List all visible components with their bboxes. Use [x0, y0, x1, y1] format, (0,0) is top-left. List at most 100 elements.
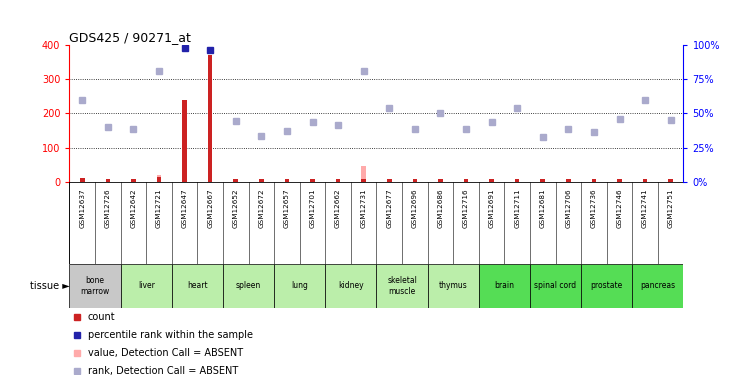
Text: heart: heart [187, 281, 208, 290]
Text: GSM12642: GSM12642 [130, 189, 137, 228]
Text: percentile rank within the sample: percentile rank within the sample [88, 330, 253, 340]
Text: skeletal
muscle: skeletal muscle [387, 276, 417, 296]
Bar [566, 179, 571, 182]
Bar [617, 179, 622, 182]
Bar [412, 179, 417, 182]
Bar [259, 179, 264, 182]
Bar [310, 179, 315, 182]
Bar [80, 178, 85, 182]
Text: prostate: prostate [591, 281, 623, 290]
Bar [438, 179, 443, 182]
Text: GSM12751: GSM12751 [667, 189, 674, 228]
Bar [361, 179, 366, 182]
Text: GSM12701: GSM12701 [309, 189, 316, 228]
Text: thymus: thymus [439, 281, 468, 290]
Text: GSM12711: GSM12711 [514, 189, 520, 228]
Bar [591, 179, 596, 182]
Text: spinal cord: spinal cord [534, 281, 577, 290]
Bar [581, 264, 632, 308]
Bar [325, 264, 376, 308]
Bar [80, 178, 85, 182]
Text: value, Detection Call = ABSENT: value, Detection Call = ABSENT [88, 348, 243, 358]
Bar [69, 264, 121, 308]
Bar [566, 179, 571, 182]
Bar [105, 179, 110, 182]
Bar [387, 179, 392, 182]
Bar [428, 264, 479, 308]
Text: count: count [88, 312, 115, 322]
Text: pancreas: pancreas [640, 281, 675, 290]
Bar [387, 179, 392, 182]
Bar [591, 179, 596, 182]
Text: GSM12681: GSM12681 [539, 189, 546, 228]
Text: GSM12652: GSM12652 [232, 189, 239, 228]
Bar [668, 179, 673, 182]
Bar [208, 55, 213, 182]
Bar [156, 175, 162, 182]
Bar [479, 264, 530, 308]
Text: kidney: kidney [338, 281, 364, 290]
Text: GSM12662: GSM12662 [335, 189, 341, 228]
Bar [643, 179, 648, 182]
Text: GSM12731: GSM12731 [360, 189, 367, 228]
Bar [156, 177, 162, 182]
Text: GSM12716: GSM12716 [463, 189, 469, 228]
Text: GSM12726: GSM12726 [105, 189, 111, 228]
Bar [643, 179, 648, 182]
Bar [131, 179, 136, 182]
Text: GSM12741: GSM12741 [642, 189, 648, 228]
Bar [182, 100, 187, 182]
Bar [489, 179, 494, 182]
Text: GSM12706: GSM12706 [565, 189, 572, 228]
Text: GSM12637: GSM12637 [79, 189, 86, 228]
Bar [336, 179, 341, 182]
Bar [310, 179, 315, 182]
Text: bone
marrow: bone marrow [80, 276, 110, 296]
Bar [284, 179, 289, 182]
Text: GSM12647: GSM12647 [181, 189, 188, 228]
Text: tissue ►: tissue ► [30, 281, 69, 291]
Bar [172, 264, 223, 308]
Text: GDS425 / 90271_at: GDS425 / 90271_at [69, 31, 192, 44]
Bar [274, 264, 325, 308]
Bar [233, 179, 238, 182]
Bar [463, 179, 469, 182]
Bar [105, 179, 110, 182]
Bar [540, 179, 545, 182]
Bar [412, 179, 417, 182]
Bar [515, 179, 520, 182]
Text: GSM12696: GSM12696 [412, 189, 418, 228]
Bar [632, 264, 683, 308]
Bar [515, 179, 520, 182]
Text: GSM12691: GSM12691 [488, 189, 495, 228]
Text: lung: lung [291, 281, 308, 290]
Bar [259, 179, 264, 182]
Bar [530, 264, 581, 308]
Bar [233, 179, 238, 182]
Text: GSM12657: GSM12657 [284, 189, 290, 228]
Bar [376, 264, 428, 308]
Text: brain: brain [494, 281, 515, 290]
Text: rank, Detection Call = ABSENT: rank, Detection Call = ABSENT [88, 366, 238, 375]
Bar [284, 179, 289, 182]
Bar [121, 264, 172, 308]
Bar [438, 179, 443, 182]
Bar [540, 179, 545, 182]
Text: GSM12686: GSM12686 [437, 189, 444, 228]
Text: GSM12672: GSM12672 [258, 189, 265, 228]
Text: GSM12746: GSM12746 [616, 189, 623, 228]
Bar [336, 179, 341, 182]
Text: GSM12736: GSM12736 [591, 189, 597, 228]
Bar [223, 264, 274, 308]
Text: GSM12677: GSM12677 [386, 189, 393, 228]
Text: spleen: spleen [236, 281, 261, 290]
Text: GSM12667: GSM12667 [207, 189, 213, 228]
Bar [668, 179, 673, 182]
Bar [617, 179, 622, 182]
Bar [463, 179, 469, 182]
Bar [361, 166, 366, 182]
Text: liver: liver [137, 281, 155, 290]
Bar [489, 179, 494, 182]
Text: GSM12721: GSM12721 [156, 189, 162, 228]
Bar [131, 179, 136, 182]
